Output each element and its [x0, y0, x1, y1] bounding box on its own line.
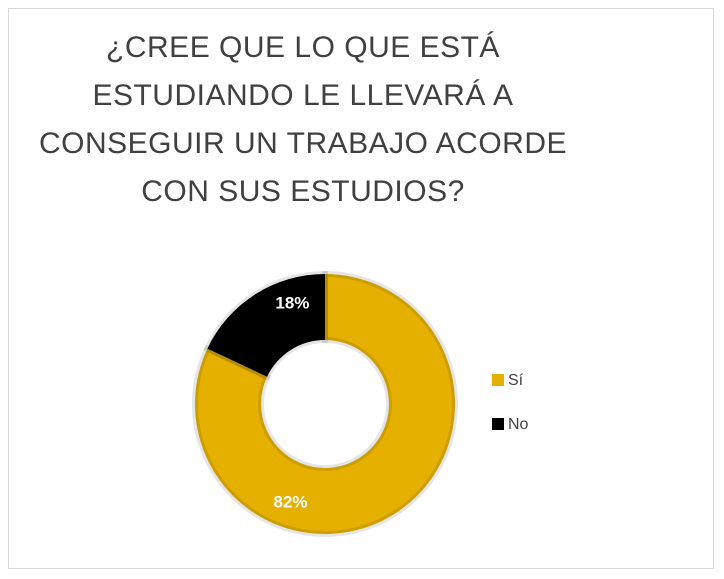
chart-frame — [8, 8, 714, 569]
legend-label: Sí — [508, 372, 524, 389]
data-label: 18% — [275, 294, 309, 313]
slice — [203, 270, 328, 381]
chart-title: ¿CREE QUE LO QUE ESTÁ ESTUDIANDO LE LLEV… — [38, 31, 568, 208]
legend-swatch — [492, 374, 504, 386]
slice — [192, 270, 458, 537]
legend-label: No — [508, 416, 529, 433]
legend-swatch — [492, 418, 504, 430]
data-label: 82% — [274, 493, 308, 512]
